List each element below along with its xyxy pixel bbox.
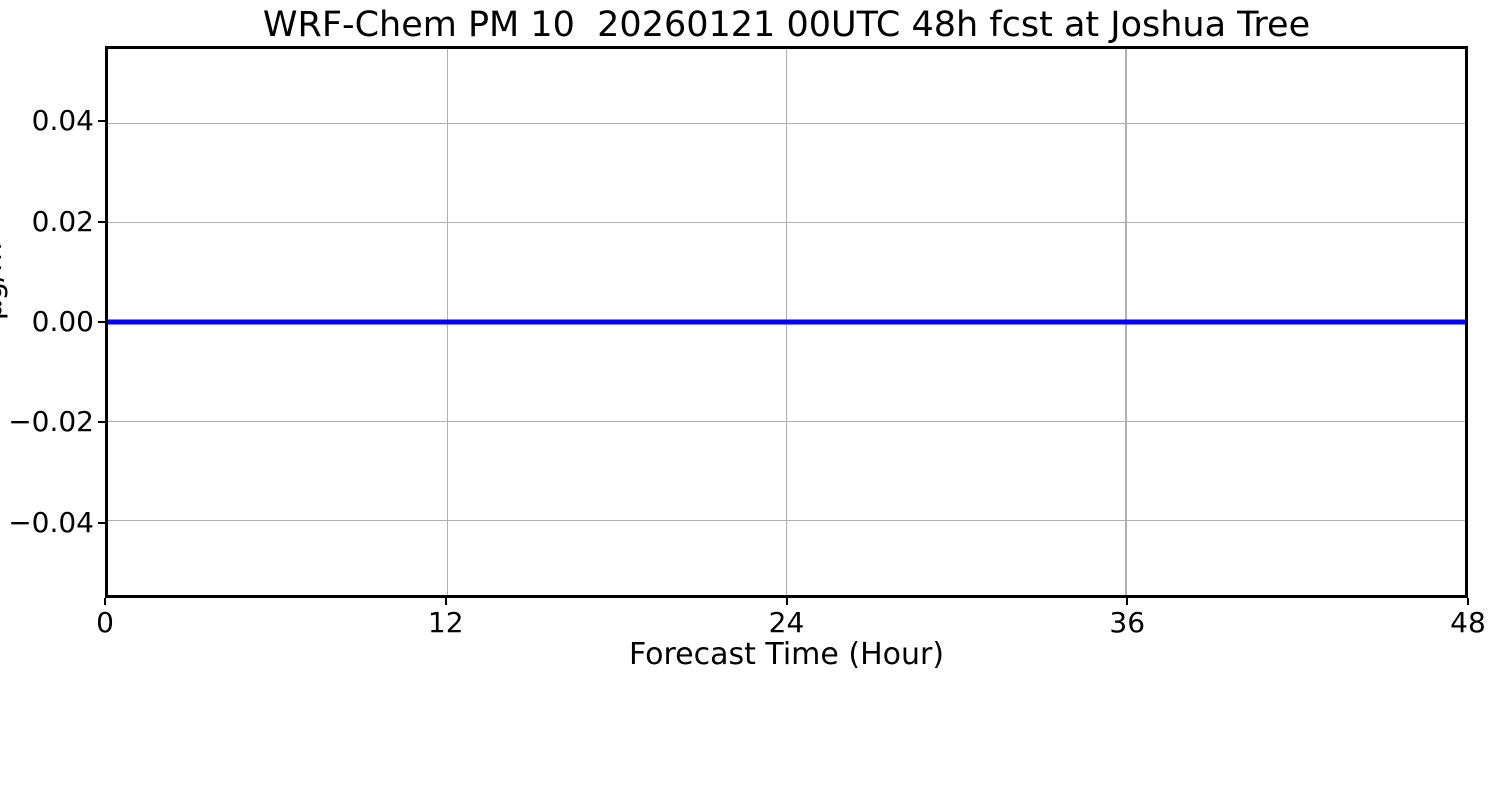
x-axis-tick xyxy=(444,598,447,605)
x-axis-tick xyxy=(1467,598,1469,605)
horizontal-gridline xyxy=(108,420,1465,423)
y-tick-label: −0.04 xyxy=(8,505,94,539)
plot-area xyxy=(105,46,1468,598)
horizontal-gridline xyxy=(108,519,1465,522)
y-tick-label: −0.02 xyxy=(8,405,94,439)
horizontal-gridline xyxy=(108,221,1465,224)
x-tick-label: 48 xyxy=(1450,606,1486,639)
x-tick-label: 12 xyxy=(427,606,464,639)
x-axis-tick xyxy=(1126,598,1129,605)
x-axis-tick xyxy=(104,598,106,605)
y-tick-label: 0.02 xyxy=(31,204,94,238)
y-axis-tick xyxy=(98,521,105,524)
x-tick-label: 0 xyxy=(96,606,114,639)
y-axis-tick xyxy=(98,120,105,123)
x-tick-label: 24 xyxy=(768,606,805,639)
y-axis-tick xyxy=(98,421,105,424)
horizontal-gridline xyxy=(108,122,1465,125)
x-axis-tick xyxy=(785,598,788,605)
y-axis-tick xyxy=(98,321,105,323)
x-tick-label: 36 xyxy=(1109,606,1146,639)
y-tick-label: 0.00 xyxy=(31,305,94,338)
series-layer xyxy=(108,49,1465,595)
y-tick-label: 0.04 xyxy=(31,104,94,138)
chart-title: WRF-Chem PM 10 20260121 00UTC 48h fcst a… xyxy=(262,5,1311,45)
y-axis-tick xyxy=(98,220,105,223)
x-axis-label: Forecast Time (Hour) xyxy=(628,637,945,672)
